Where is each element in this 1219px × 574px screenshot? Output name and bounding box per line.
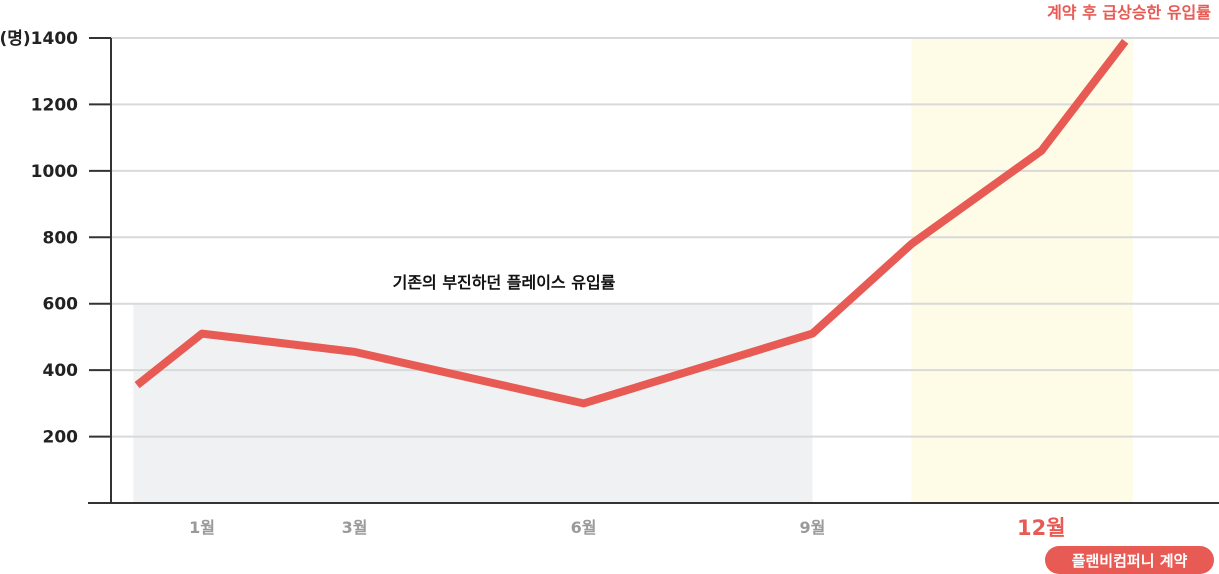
shaded-region-2 (911, 38, 1133, 503)
y-tick-label: 1000 (31, 162, 78, 182)
series-lines (134, 38, 1129, 408)
contract-badge-label: 플랜비컴퍼니 계약 (1072, 552, 1188, 570)
y-tick-label: 600 (43, 295, 79, 315)
annotation-surge: 계약 후 급상승한 유입률 (1047, 3, 1211, 22)
x-tick-label: 6월 (571, 518, 597, 537)
y-tick-labels: 200 400 600 800 1000 1200 (명)1400 (0, 29, 78, 448)
x-tick-label: 1월 (189, 518, 215, 537)
shaded-regions (133, 38, 1133, 503)
y-tick-label: (명)1400 (0, 29, 78, 49)
y-tick-label: 1200 (31, 95, 78, 115)
contract-badge-bg (1045, 546, 1214, 574)
annotation-existing: 기존의 부진하던 플레이스 유입률 (393, 273, 616, 292)
y-tick-label: 400 (43, 361, 79, 381)
x-tick-labels: 1월 3월 6월 9월 12월 (189, 516, 1066, 540)
series-line-1 (134, 38, 1129, 408)
y-tick-label: 200 (43, 428, 79, 448)
x-tick-label: 12월 (1017, 516, 1066, 540)
axes (88, 38, 1219, 504)
contract-badge: 플랜비컴퍼니 계약 (1045, 546, 1214, 574)
x-tick-label: 9월 (799, 518, 825, 537)
x-tick-label: 3월 (342, 518, 368, 537)
gridlines (89, 37, 1219, 438)
y-tick-label: 800 (43, 228, 79, 248)
